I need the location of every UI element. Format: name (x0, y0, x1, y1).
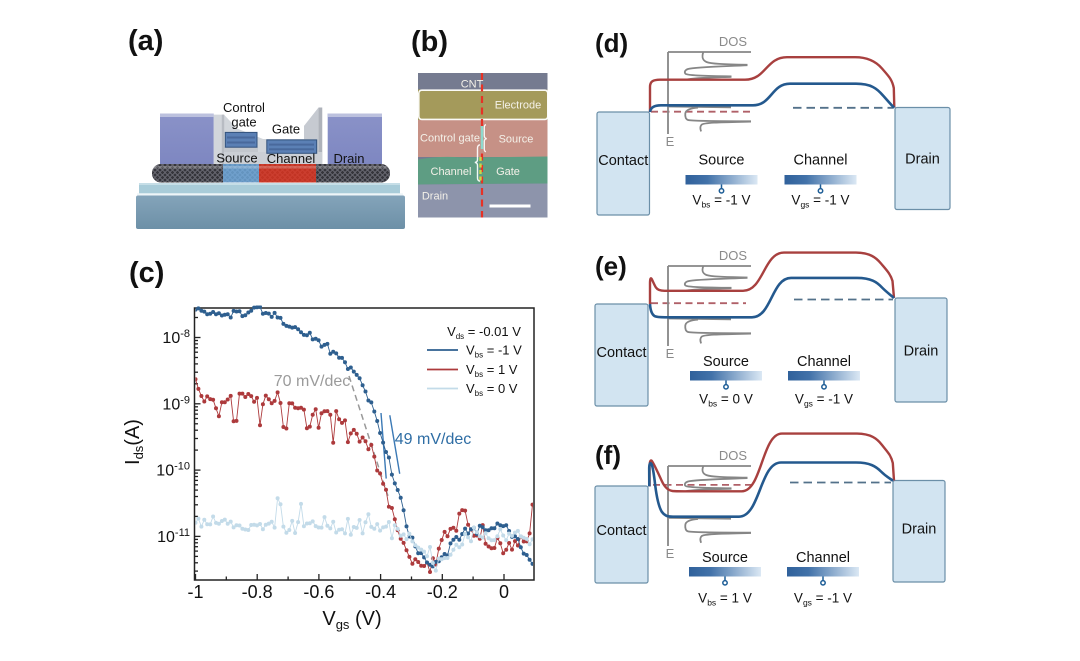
svg-text:-1: -1 (187, 582, 203, 602)
svg-text:Drain: Drain (902, 522, 937, 538)
svg-text:Electrode: Electrode (495, 100, 541, 112)
svg-text:Gate: Gate (496, 166, 520, 178)
svg-text:Source: Source (499, 134, 534, 146)
svg-text:Control: Control (223, 100, 265, 115)
svg-text:Vbs = -1 V: Vbs = -1 V (692, 193, 750, 210)
svg-text:Source: Source (702, 550, 748, 566)
svg-text:Drain: Drain (422, 191, 448, 203)
svg-text:(d): (d) (595, 28, 628, 58)
svg-text:E: E (666, 134, 675, 149)
svg-text:-0.4: -0.4 (365, 582, 396, 602)
svg-text:Channel: Channel (796, 550, 850, 566)
svg-text:Channel: Channel (797, 354, 851, 370)
svg-text:(e): (e) (595, 251, 627, 281)
svg-text:Source: Source (216, 151, 257, 166)
svg-text:Vgs = -1 V: Vgs = -1 V (791, 193, 849, 210)
svg-text:Source: Source (703, 354, 749, 370)
svg-text:E: E (666, 346, 675, 361)
svg-text:-0.2: -0.2 (427, 582, 458, 602)
svg-text:Vbs = 1 V: Vbs = 1 V (466, 362, 518, 379)
svg-text:(c): (c) (129, 257, 164, 289)
svg-text:E: E (666, 546, 675, 561)
svg-text:Vgs = -1 V: Vgs = -1 V (794, 591, 852, 608)
svg-text:Vbs = 0 V: Vbs = 0 V (466, 381, 518, 398)
svg-text:-0.6: -0.6 (303, 582, 334, 602)
svg-text:Drain: Drain (904, 344, 939, 360)
svg-text:DOS: DOS (719, 448, 748, 463)
svg-text:49 mV/dec: 49 mV/dec (395, 431, 471, 448)
svg-text:Channel: Channel (267, 151, 316, 166)
svg-text:(a): (a) (128, 25, 163, 57)
svg-text:Contact: Contact (597, 345, 647, 361)
svg-text:Vds = -0.01 V: Vds = -0.01 V (447, 324, 521, 341)
svg-text:Drain: Drain (333, 151, 364, 166)
svg-text:CNT: CNT (461, 79, 484, 91)
svg-text:Channel: Channel (431, 166, 472, 178)
svg-text:Ids(A): Ids(A) (122, 419, 146, 465)
svg-text:Vbs = -1 V: Vbs = -1 V (466, 343, 522, 360)
svg-text:0: 0 (499, 582, 509, 602)
svg-text:DOS: DOS (719, 34, 748, 49)
svg-text:Drain: Drain (905, 152, 940, 168)
svg-text:Vgs = -1 V: Vgs = -1 V (795, 392, 853, 409)
svg-text:Contact: Contact (598, 153, 648, 169)
svg-text:(b): (b) (411, 26, 448, 58)
svg-text:(f): (f) (595, 440, 621, 470)
svg-text:Vbs = 0 V: Vbs = 0 V (699, 392, 753, 409)
svg-text:Source: Source (699, 153, 745, 169)
svg-text:Channel: Channel (793, 153, 847, 169)
svg-text:Gate: Gate (272, 122, 300, 137)
svg-text:DOS: DOS (719, 248, 748, 263)
svg-text:70 mV/dec: 70 mV/dec (274, 373, 350, 390)
svg-text:-0.8: -0.8 (242, 582, 273, 602)
svg-text:Vgs (V): Vgs (V) (322, 608, 381, 632)
svg-text:gate: gate (231, 115, 256, 130)
svg-text:Control gate: Control gate (420, 133, 480, 145)
svg-text:Vbs = 1 V: Vbs = 1 V (698, 591, 752, 608)
svg-text:Contact: Contact (597, 523, 647, 539)
